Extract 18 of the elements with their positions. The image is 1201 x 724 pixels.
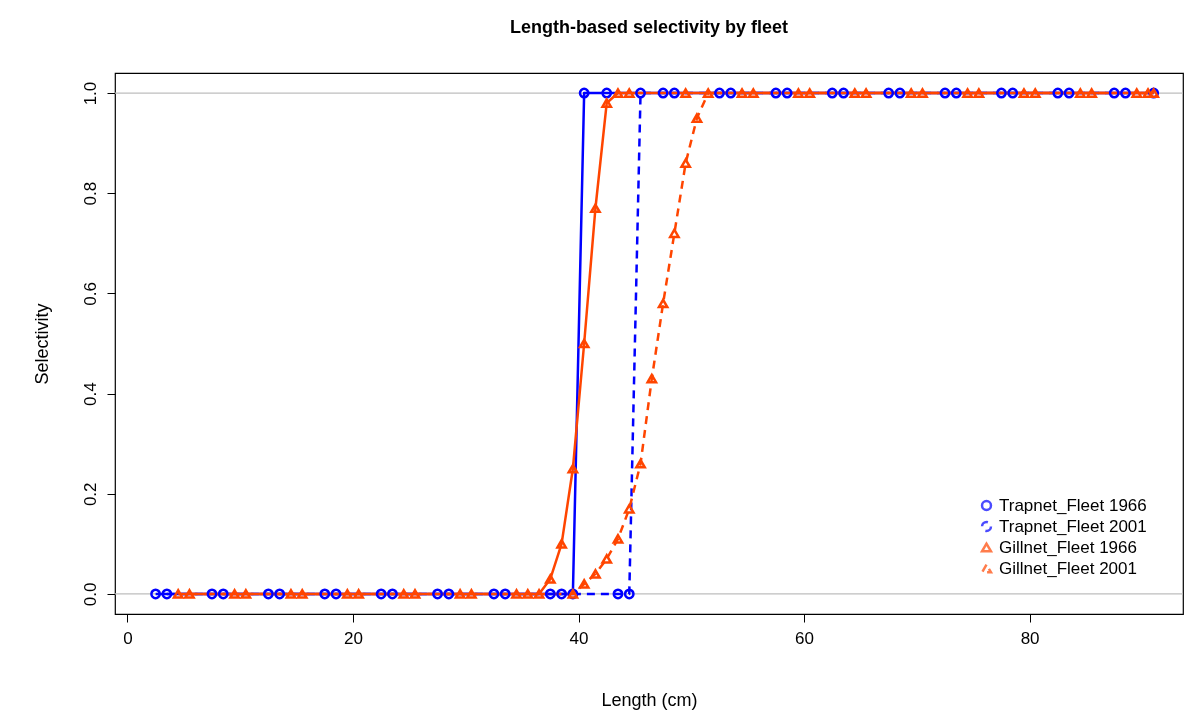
legend-label: Trapnet_Fleet 1966 [999, 495, 1147, 515]
legend-label: Gillnet_Fleet 2001 [999, 558, 1137, 578]
chart-title: Length-based selectivity by fleet [509, 17, 789, 37]
x-tick-label: 0 [123, 628, 133, 648]
y-tick-label: 0.2 [80, 482, 100, 507]
legend-label: Gillnet_Fleet 1966 [999, 537, 1137, 557]
y-tick-label: 0.0 [80, 582, 100, 607]
y-tick-label: 1.0 [80, 81, 100, 106]
y-tick-label: 0.6 [80, 282, 100, 306]
y-tick-label: 0.4 [80, 382, 100, 406]
x-tick-label: 40 [569, 628, 589, 648]
x-tick-label: 60 [795, 628, 815, 648]
y-axis-title: Selectivity [31, 303, 52, 385]
x-tick-label: 80 [1020, 628, 1040, 648]
x-tick-label: 20 [344, 628, 363, 648]
x-axis-title: Length (cm) [601, 689, 698, 710]
y-tick-label: 0.8 [80, 181, 100, 206]
legend-label: Trapnet_Fleet 2001 [999, 516, 1147, 536]
